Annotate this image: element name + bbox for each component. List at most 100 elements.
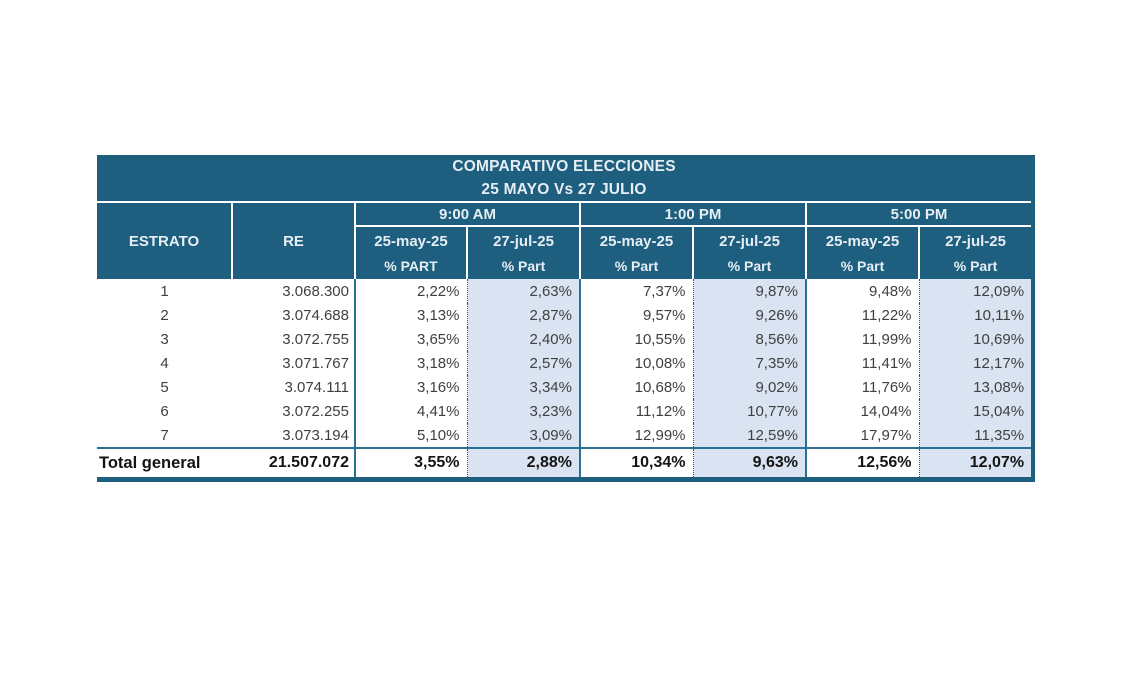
value-cell: 2,63% [467, 279, 581, 303]
value-cell: 2,40% [467, 327, 581, 351]
value-cell: 10,55% [580, 327, 694, 351]
header-time-9am: 9:00 AM [355, 202, 581, 227]
title-row: COMPARATIVO ELECCIONES 25 MAYO Vs 27 JUL… [97, 155, 1032, 203]
subheader-part: % PART [384, 258, 438, 274]
value-cell: 11,35% [919, 423, 1032, 448]
time-group-header-row: ESTRATO RE 9:00 AM 1:00 PM 5:00 PM [97, 202, 1032, 279]
value-cell: 12,59% [693, 423, 807, 448]
value-cell: 11,22% [806, 303, 920, 327]
value-cell: 10,77% [693, 399, 807, 423]
subheader-part: % Part [501, 258, 546, 274]
comparativo-table: COMPARATIVO ELECCIONES 25 MAYO Vs 27 JUL… [97, 155, 1035, 482]
subheader-date: 27-jul-25 [719, 233, 780, 250]
re-cell: 3.074.111 [232, 375, 356, 399]
subheader-date: 25-may-25 [599, 233, 674, 250]
value-cell: 3,18% [355, 351, 468, 375]
value-cell: 4,41% [355, 399, 468, 423]
subheader-9am-may: 25-may-25 % PART [355, 226, 468, 279]
subheader-date: 27-jul-25 [493, 233, 554, 250]
value-cell: 11,41% [806, 351, 920, 375]
table-row: 1 3.068.300 2,22% 2,63% 7,37% 9,87% 9,48% 12,09… [97, 279, 1032, 303]
value-cell: 9,02% [693, 375, 807, 399]
value-cell: 3,13% [355, 303, 468, 327]
value-cell: 9,48% [806, 279, 920, 303]
subheader-date: 25-may-25 [374, 233, 448, 250]
re-cell: 3.072.255 [232, 399, 356, 423]
subheader-5pm-jul: 27-jul-25 % Part [919, 226, 1032, 279]
subheader-part: % Part [727, 258, 772, 274]
subheader-part: % Part [953, 258, 998, 274]
table-row: 2 3.074.688 3,13% 2,87% 9,57% 9,26% 11,22% 10,1… [97, 303, 1032, 327]
value-cell: 15,04% [919, 399, 1032, 423]
total-row: Total general 21.507.072 3,55% 2,88% 10,… [97, 447, 1032, 477]
table-row: 7 3.073.194 5,10% 3,09% 12,99% 12,59% 17,97% 11… [97, 423, 1032, 448]
value-cell: 9,87% [693, 279, 807, 303]
value-cell: 2,57% [467, 351, 581, 375]
value-cell: 8,56% [693, 327, 807, 351]
header-re: RE [232, 202, 356, 279]
header-time-1pm: 1:00 PM [580, 202, 807, 227]
total-value-cell: 10,34% [580, 447, 694, 477]
value-cell: 3,34% [467, 375, 581, 399]
re-cell: 3.072.755 [232, 327, 356, 351]
value-cell: 10,68% [580, 375, 694, 399]
value-cell: 11,76% [806, 375, 920, 399]
total-value-cell: 3,55% [355, 447, 468, 477]
date-subheader-row: 25-may-25 % PART 27-jul-25 % Part 25-may… [97, 226, 1032, 279]
total-value-cell: 2,88% [467, 447, 581, 477]
value-cell: 3,23% [467, 399, 581, 423]
re-cell: 3.073.194 [232, 423, 356, 448]
value-cell: 13,08% [919, 375, 1032, 399]
value-cell: 10,11% [919, 303, 1032, 327]
value-cell: 9,57% [580, 303, 694, 327]
value-cell: 2,22% [355, 279, 468, 303]
value-cell: 17,97% [806, 423, 920, 448]
estrato-cell: 5 [160, 378, 169, 396]
subheader-9am-jul: 27-jul-25 % Part [467, 226, 581, 279]
value-cell: 10,69% [919, 327, 1032, 351]
table-row: 5 3.074.111 3,16% 3,34% 10,68% 9,02% 11,76% 13,… [97, 375, 1032, 399]
total-value-cell: 12,07% [919, 447, 1032, 477]
total-label-cell: Total general [97, 447, 232, 477]
estrato-cell: 2 [160, 306, 169, 324]
table-body: 1 3.068.300 2,22% 2,63% 7,37% 9,87% 9,48% 12,09… [97, 279, 1032, 448]
value-cell: 10,08% [580, 351, 694, 375]
value-cell: 9,26% [693, 303, 807, 327]
title-line-2: 25 MAYO Vs 27 JULIO [481, 181, 647, 198]
table-row: 3 3.072.755 3,65% 2,40% 10,55% 8,56% 11,99% 10,… [97, 327, 1032, 351]
value-cell: 3,09% [467, 423, 581, 448]
subheader-part: % Part [840, 258, 885, 274]
subheader-date: 27-jul-25 [945, 233, 1006, 250]
elections-comparison-table: COMPARATIVO ELECCIONES 25 MAYO Vs 27 JUL… [97, 155, 1032, 477]
value-cell: 11,12% [580, 399, 694, 423]
estrato-cell: 7 [160, 426, 169, 444]
re-cell: 3.074.688 [232, 303, 356, 327]
value-cell: 3,16% [355, 375, 468, 399]
value-cell: 3,65% [355, 327, 468, 351]
subheader-5pm-may: 25-may-25 % Part [806, 226, 920, 279]
value-cell: 5,10% [355, 423, 468, 448]
estrato-cell: 6 [160, 402, 169, 420]
subheader-1pm-may: 25-may-25 % Part [580, 226, 694, 279]
total-value-cell: 9,63% [693, 447, 807, 477]
value-cell: 12,17% [919, 351, 1032, 375]
estrato-cell: 4 [160, 354, 169, 372]
table-row: 6 3.072.255 4,41% 3,23% 11,12% 10,77% 14,04% 15… [97, 399, 1032, 423]
value-cell: 2,87% [467, 303, 581, 327]
re-cell: 3.071.767 [232, 351, 356, 375]
value-cell: 7,35% [693, 351, 807, 375]
value-cell: 12,09% [919, 279, 1032, 303]
table-row: 4 3.071.767 3,18% 2,57% 10,08% 7,35% 11,41% 12,… [97, 351, 1032, 375]
re-cell: 3.068.300 [232, 279, 356, 303]
title-line-1: COMPARATIVO ELECCIONES [452, 158, 676, 175]
header-time-5pm: 5:00 PM [806, 202, 1032, 227]
value-cell: 14,04% [806, 399, 920, 423]
estrato-cell: 1 [160, 282, 169, 300]
subheader-date: 25-may-25 [825, 233, 900, 250]
value-cell: 12,99% [580, 423, 694, 448]
header-estrato: ESTRATO [97, 202, 233, 279]
estrato-cell: 3 [160, 330, 169, 348]
total-re-cell: 21.507.072 [232, 447, 356, 477]
table-title: COMPARATIVO ELECCIONES 25 MAYO Vs 27 JUL… [97, 155, 1032, 203]
